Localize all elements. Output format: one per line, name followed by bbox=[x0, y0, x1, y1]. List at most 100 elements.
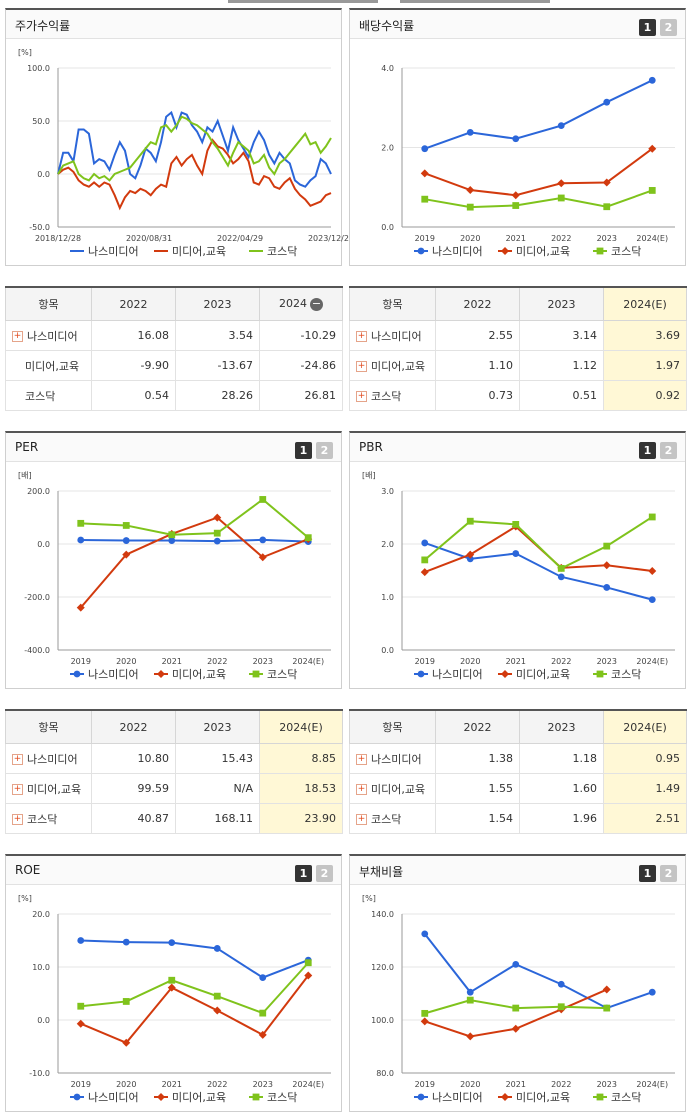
data-point bbox=[213, 1006, 222, 1015]
header-item: 항목 bbox=[349, 709, 436, 744]
per-chart: [배] 200.0 0.0 -200.0 -400.0 2019 2020 2021 2022 2… bbox=[18, 471, 331, 681]
expand-icon[interactable]: + bbox=[356, 361, 367, 372]
data-point bbox=[557, 194, 565, 202]
data-point bbox=[259, 536, 267, 544]
expand-icon[interactable]: + bbox=[12, 754, 23, 765]
page-2-button[interactable]: 2 bbox=[316, 865, 333, 882]
data-point bbox=[420, 169, 429, 178]
table-row: 코스닥 0.54 28.26 26.81 bbox=[5, 380, 343, 411]
x-tick-label: 2021 bbox=[506, 657, 526, 666]
data-point bbox=[648, 513, 656, 521]
data-point bbox=[603, 203, 611, 211]
cell-value: 99.59 bbox=[91, 773, 176, 804]
legend-label: 미디어,교육 bbox=[172, 1091, 226, 1104]
panel-title: 주가수익률 bbox=[15, 19, 71, 33]
table-row: + 나스미디어 10.80 15.43 8.85 bbox=[5, 743, 343, 774]
legend-label: 나스미디어 bbox=[88, 1091, 139, 1104]
row-label-cell: + 코스닥 bbox=[349, 380, 436, 411]
cell-value: 18.53 bbox=[259, 773, 343, 804]
page-2-button[interactable]: 2 bbox=[660, 865, 677, 882]
y-tick-label: 80.0 bbox=[376, 1069, 394, 1078]
y-tick-label: 100.0 bbox=[371, 1016, 394, 1025]
dividend-table: 항목 2022 2023 2024(E) + 나스미디어 2.55 3.14 3.… bbox=[349, 286, 687, 411]
expand-icon[interactable]: + bbox=[356, 754, 367, 765]
cell-value: 1.12 bbox=[519, 350, 604, 381]
x-tick-label: 2020 bbox=[460, 1080, 480, 1089]
cell-value: 1.96 bbox=[519, 803, 604, 834]
cell-value: N/A bbox=[175, 773, 260, 804]
legend-label: 미디어,교육 bbox=[516, 668, 570, 681]
row-label-cell: + 나스미디어 bbox=[349, 743, 436, 774]
y-tick-label: 1.0 bbox=[381, 593, 394, 602]
expand-icon[interactable]: + bbox=[12, 814, 23, 825]
data-point bbox=[421, 195, 429, 203]
series-line bbox=[57, 110, 332, 188]
x-tick-label: 2023 bbox=[597, 1080, 617, 1089]
page-1-button[interactable]: 1 bbox=[295, 865, 312, 882]
collapse-icon[interactable]: − bbox=[310, 296, 323, 311]
row-label: 코스닥 bbox=[371, 389, 402, 403]
cell-value: 1.10 bbox=[435, 350, 520, 381]
page-2-button[interactable]: 2 bbox=[660, 19, 677, 36]
data-point bbox=[466, 203, 474, 211]
y-tick-label: -50.0 bbox=[29, 223, 50, 232]
cell-value: 15.43 bbox=[175, 743, 260, 774]
expand-icon[interactable]: + bbox=[356, 814, 367, 825]
expand-icon[interactable]: + bbox=[12, 331, 23, 342]
data-point bbox=[258, 553, 267, 562]
legend-label: 코스닥 bbox=[267, 245, 297, 258]
expand-icon[interactable]: + bbox=[356, 391, 367, 402]
x-tick-label: 2022 bbox=[207, 657, 227, 666]
x-tick-label: 2021 bbox=[162, 1080, 182, 1089]
table-header-row: 항목 2022 2023 2024(E) bbox=[349, 709, 687, 744]
cell-value: -9.90 bbox=[91, 350, 176, 381]
y-tick-label: 20.0 bbox=[32, 910, 50, 919]
header-item: 항목 bbox=[349, 286, 436, 321]
legend-marker bbox=[252, 670, 260, 678]
y-tick-label: 4.0 bbox=[381, 64, 394, 73]
x-tick-label: 2022 bbox=[551, 1080, 571, 1089]
x-tick-label: 2019 bbox=[71, 657, 91, 666]
legend-marker bbox=[596, 247, 604, 255]
row-label-cell: + 미디어,교육 bbox=[349, 773, 436, 804]
cell-value: 0.54 bbox=[91, 380, 176, 411]
cell-value: 0.95 bbox=[603, 743, 687, 774]
table-row: + 코스닥 1.54 1.96 2.51 bbox=[349, 803, 687, 834]
page-1-button[interactable]: 1 bbox=[295, 442, 312, 459]
data-point bbox=[512, 550, 520, 557]
cell-value: 16.08 bbox=[91, 320, 176, 351]
expand-icon[interactable]: + bbox=[356, 784, 367, 795]
series-line bbox=[424, 79, 653, 150]
data-point bbox=[259, 496, 267, 503]
cell-value: 28.26 bbox=[175, 380, 260, 411]
expand-icon[interactable]: + bbox=[12, 784, 23, 795]
page-1-button[interactable]: 1 bbox=[639, 442, 656, 459]
data-point bbox=[421, 930, 429, 938]
x-tick-label: 2023 bbox=[253, 657, 273, 666]
data-point bbox=[122, 550, 131, 559]
table-row: + 미디어,교육 1.10 1.12 1.97 bbox=[349, 350, 687, 381]
header-2024e: 2024(E) bbox=[259, 709, 343, 744]
page-1-button[interactable]: 1 bbox=[639, 865, 656, 882]
series-line bbox=[80, 939, 309, 979]
header-item: 항목 bbox=[5, 709, 92, 744]
data-point bbox=[168, 976, 176, 984]
x-tick-label: 2024(E) bbox=[292, 657, 324, 666]
x-tick-label: 2023 bbox=[597, 657, 617, 666]
data-point bbox=[602, 985, 611, 994]
legend-label: 코스닥 bbox=[267, 668, 297, 681]
page-2-button[interactable]: 2 bbox=[660, 442, 677, 459]
cell-value: 23.90 bbox=[259, 803, 343, 834]
panel-title: ROE bbox=[15, 863, 41, 877]
page-2-button[interactable]: 2 bbox=[316, 442, 333, 459]
data-point bbox=[466, 517, 474, 525]
data-point bbox=[421, 145, 429, 153]
data-point bbox=[76, 1019, 85, 1028]
x-tick-label: 2020 bbox=[460, 234, 480, 243]
page-1-button[interactable]: 1 bbox=[639, 19, 656, 36]
expand-icon[interactable]: + bbox=[356, 331, 367, 342]
